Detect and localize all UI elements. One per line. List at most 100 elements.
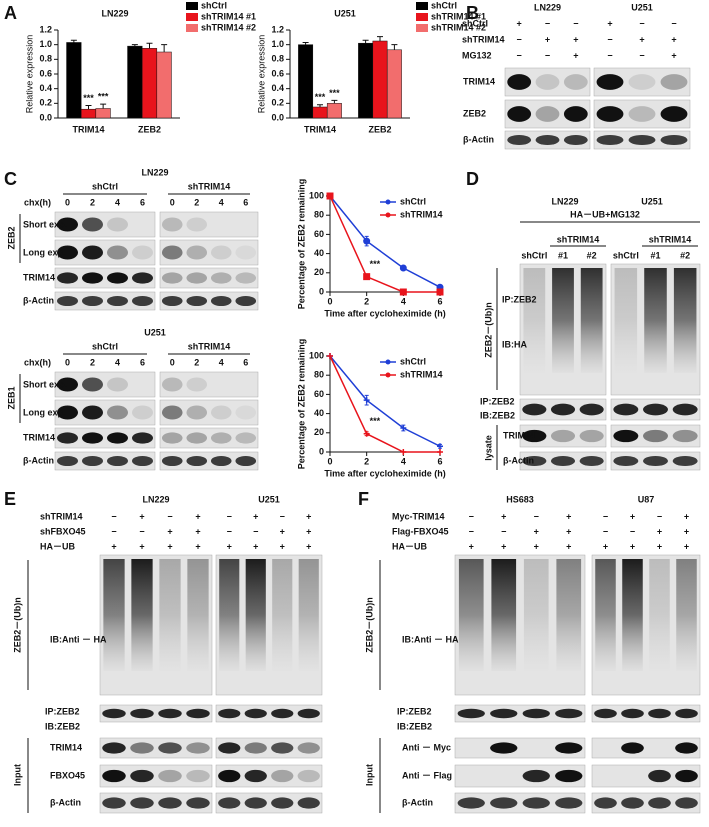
y-tick-label: 0.8 (39, 54, 52, 64)
blot-label: ZEB2 (463, 108, 486, 118)
band (628, 74, 656, 90)
sign: + (139, 541, 144, 551)
band (186, 742, 210, 754)
time-label: 2 (194, 357, 199, 367)
band (613, 429, 639, 443)
cell-line: U251 (258, 494, 280, 504)
band (675, 797, 698, 809)
bar (312, 106, 328, 119)
legend-label: shCtrl (400, 356, 426, 366)
legend-swatch (186, 2, 198, 10)
blot (54, 267, 156, 289)
marker (363, 273, 371, 281)
bracket-label: Input (12, 764, 22, 786)
band (219, 559, 240, 671)
band (186, 217, 208, 232)
error-bar (362, 39, 369, 44)
band (556, 559, 582, 671)
x-tick-label: 0 (327, 456, 332, 466)
row-label: Flag-FBXO45 (392, 526, 449, 536)
lane-label: shCtrl (613, 250, 639, 260)
blot-label: β-Actin (23, 455, 54, 465)
y-tick-label: 40 (314, 408, 324, 418)
band (107, 217, 128, 232)
band (621, 708, 644, 719)
band (457, 797, 485, 809)
band (648, 797, 671, 809)
y-axis-label: Percentage of ZEB2 remaining (296, 339, 306, 470)
sign: − (167, 511, 172, 521)
band (563, 74, 588, 90)
band (102, 742, 126, 754)
blot (454, 704, 586, 723)
y-axis-label: Percentage of ZEB2 remaining (296, 179, 306, 310)
band (186, 432, 208, 444)
marker (363, 430, 370, 437)
band (235, 455, 257, 467)
band (161, 377, 183, 392)
blot (54, 427, 156, 449)
panel-letter: E (4, 489, 16, 509)
legend-label: shTRIM14 (400, 369, 443, 379)
band (673, 268, 697, 373)
legend-swatch (385, 212, 391, 218)
sign: + (684, 526, 689, 536)
sign: + (573, 34, 578, 44)
sign: + (195, 526, 200, 536)
band (555, 742, 583, 754)
band (82, 272, 103, 284)
bar (127, 45, 143, 119)
panel-letter: B (466, 3, 479, 23)
sign: − (603, 526, 608, 536)
sign: − (657, 511, 662, 521)
bar (326, 103, 342, 119)
x-tick-label: 0 (327, 296, 332, 306)
time-label: 6 (140, 197, 145, 207)
band (522, 403, 547, 416)
panel-letter: F (358, 489, 369, 509)
blot (215, 737, 323, 759)
blot (159, 427, 259, 449)
band (82, 217, 103, 232)
cell-line: U87 (638, 494, 655, 504)
band (218, 742, 241, 754)
legend-swatch (416, 2, 428, 10)
sign: + (195, 541, 200, 551)
error-bar (131, 44, 138, 47)
band (555, 769, 583, 783)
band (297, 708, 320, 719)
time-label: 0 (65, 357, 70, 367)
band (235, 272, 257, 284)
band (550, 455, 576, 467)
blot-label: β-Actin (50, 797, 81, 807)
error-bar (100, 103, 107, 109)
row-label: MG132 (462, 50, 492, 60)
band (210, 272, 232, 284)
band (297, 797, 320, 809)
line (329, 355, 440, 453)
lane-label: #1 (650, 250, 660, 260)
band (244, 708, 267, 719)
y-tick-label: 100 (309, 190, 324, 200)
blot (99, 737, 213, 759)
sign: − (607, 34, 612, 44)
y-axis-label: Relative expression (24, 35, 34, 114)
blot-label: IB:ZEB2 (480, 410, 515, 420)
band (676, 559, 697, 671)
sign: − (111, 526, 116, 536)
row-label: Myc-TRIM14 (392, 511, 445, 521)
lane-label: shCtrl (521, 250, 547, 260)
error-bar (161, 44, 168, 52)
sign: + (657, 541, 662, 551)
band (621, 797, 644, 809)
sign: − (111, 511, 116, 521)
sign: + (111, 541, 116, 551)
band (298, 559, 319, 671)
band (672, 403, 698, 416)
sign: − (630, 526, 635, 536)
sign: + (639, 34, 644, 44)
blot-label: TRIM14 (463, 76, 495, 86)
band (649, 559, 670, 671)
band (132, 432, 153, 444)
x-tick-label: 6 (437, 456, 442, 466)
